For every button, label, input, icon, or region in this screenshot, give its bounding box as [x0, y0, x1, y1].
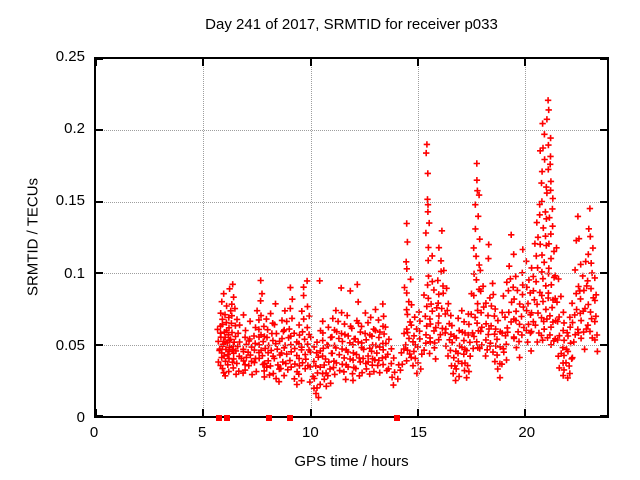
x-gridline	[310, 59, 312, 416]
y-tick-mark	[600, 59, 607, 60]
y-tick-mark	[600, 272, 607, 275]
y-gridline	[96, 344, 607, 346]
x-gridline	[203, 59, 205, 416]
chart-title: Day 241 of 2017, SRMTID for receiver p03…	[205, 16, 498, 33]
zero-value-marker	[394, 415, 401, 421]
x-tick-label: 0	[89, 424, 99, 441]
x-tick-mark	[96, 409, 97, 416]
y-tick-mark	[600, 129, 607, 132]
x-tick-mark	[417, 59, 420, 66]
y-gridline	[96, 201, 607, 203]
x-tick-mark	[309, 59, 312, 66]
x-axis-label: GPS time / hours	[294, 453, 409, 470]
x-tick-mark	[524, 59, 527, 66]
y-tick-mark	[96, 59, 103, 60]
x-tick-label: 15	[410, 424, 427, 441]
x-tick-mark	[524, 409, 527, 416]
y-tick-mark	[96, 129, 103, 132]
x-tick-mark	[202, 59, 205, 66]
y-tick-mark	[96, 272, 103, 275]
y-tick-label: 0.25	[55, 48, 85, 65]
zero-value-marker	[223, 415, 230, 421]
y-gridline	[96, 273, 607, 275]
scatter-points	[214, 97, 601, 401]
x-tick-mark	[309, 409, 312, 416]
y-tick-label: 0	[76, 409, 85, 426]
y-tick-label: 0.15	[55, 192, 85, 210]
y-tick-mark	[600, 200, 607, 203]
y-tick-label: 0.05	[55, 336, 85, 354]
y-tick-label: 0.1	[64, 264, 85, 282]
zero-value-marker	[266, 415, 273, 421]
y-tick-mark	[600, 415, 607, 416]
y-tick-mark	[600, 343, 607, 346]
zero-value-marker	[216, 415, 223, 421]
y-tick-label: 0.2	[64, 120, 85, 138]
plot-area	[94, 57, 609, 418]
x-gridline	[418, 59, 420, 416]
x-gridline	[525, 59, 527, 416]
y-tick-mark	[96, 415, 103, 416]
x-tick-mark	[202, 409, 205, 416]
x-tick-mark	[417, 409, 420, 416]
y-gridline	[96, 130, 607, 132]
zero-value-marker	[286, 415, 293, 421]
x-tick-mark	[96, 59, 97, 66]
y-tick-mark	[96, 200, 103, 203]
y-tick-mark	[96, 343, 103, 346]
x-tick-label: 5	[198, 424, 207, 441]
x-tick-label: 20	[518, 424, 536, 441]
x-tick-label: 10	[302, 424, 319, 441]
plus-markers-path	[214, 97, 601, 401]
